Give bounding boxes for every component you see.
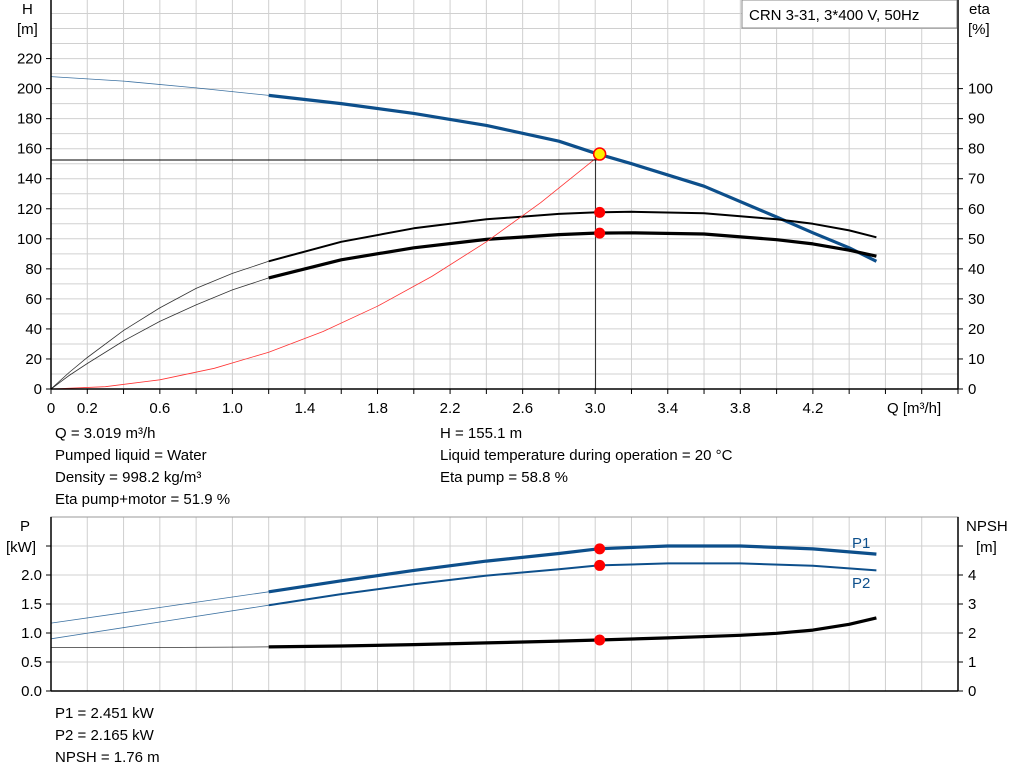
y-tick-label: 1 <box>968 654 976 671</box>
info-head: H = 155.1 m <box>440 425 523 442</box>
title-box: CRN 3-31, 3*400 V, 50Hz <box>741 0 958 29</box>
x-tick-label: 2.6 <box>512 400 533 417</box>
y-tick-label: 40 <box>968 261 985 278</box>
x-tick-label: 1.0 <box>222 400 243 417</box>
y-tick-label: 10 <box>968 351 985 368</box>
y-tick-label: 40 <box>25 321 42 338</box>
info-top-left: Q = 3.019 m³/h Pumped liquid = Water Den… <box>55 423 230 511</box>
series-eta-pump-extrapolated <box>50 260 269 390</box>
p2-series-label: P2 <box>852 575 870 592</box>
x-tick-label: 4.2 <box>802 400 823 417</box>
p-axis-unit: [kW] <box>6 539 36 556</box>
y-tick-label: 20 <box>968 321 985 338</box>
y-tick-label: 80 <box>968 141 985 158</box>
y-tick-label: 60 <box>968 201 985 218</box>
series-npsh-extrapolated <box>51 646 269 648</box>
eta-pump-marker <box>594 206 606 218</box>
y-tick-label: 0 <box>968 683 976 700</box>
series-eta-pump-motor <box>268 231 877 280</box>
y-tick-label: 1.5 <box>21 596 42 613</box>
info-eta-pump: Eta pump = 58.8 % <box>440 469 568 486</box>
y-tick-label: 100 <box>968 81 993 98</box>
x-axis-label: Q [m³/h] <box>887 400 941 417</box>
x-tick-label: 0.6 <box>149 400 170 417</box>
y-tick-label: 0.0 <box>21 683 42 700</box>
series-p1-extrapolated <box>50 591 269 624</box>
y-left-label: H <box>22 1 33 18</box>
y-tick-label: 0 <box>968 381 976 398</box>
info-p1: P1 = 2.451 kW <box>55 705 154 722</box>
y-tick-label: 30 <box>968 291 985 308</box>
info-temperature: Liquid temperature during operation = 20… <box>440 447 733 464</box>
operating-point-marker <box>592 147 607 161</box>
y-tick-label: 2.0 <box>21 567 42 584</box>
y-tick-label: 0.5 <box>21 654 42 671</box>
series-p1 <box>268 544 877 594</box>
npsh-marker <box>594 634 606 646</box>
info-density: Density = 998.2 kg/m³ <box>55 469 202 486</box>
y-tick-label: 4 <box>968 567 976 584</box>
grid-bottom <box>50 516 959 692</box>
info-p2: P2 = 2.165 kW <box>55 727 154 744</box>
x-tick-label: 2.2 <box>440 400 461 417</box>
y-tick-label: 140 <box>17 171 42 188</box>
y-tick-label: 2 <box>968 625 976 642</box>
series-eta-pump <box>268 210 877 263</box>
y-tick-label: 70 <box>968 171 985 188</box>
y-tick-label: 0 <box>34 381 42 398</box>
y-tick-label: 220 <box>17 51 42 68</box>
y-tick-label: 20 <box>25 351 42 368</box>
y-tick-label: 80 <box>25 261 42 278</box>
npsh-axis-unit: [m] <box>976 539 997 556</box>
series-eta-pump-motor-extrapolated <box>50 277 269 390</box>
chart-title: CRN 3-31, 3*400 V, 50Hz <box>749 7 919 24</box>
x-tick-label: 1.4 <box>295 400 316 417</box>
x-tick-label: 1.8 <box>367 400 388 417</box>
y-tick-label: 200 <box>17 81 42 98</box>
y-right-unit: [%] <box>968 21 990 38</box>
grid-top <box>51 0 958 389</box>
npsh-axis-label: NPSH <box>966 518 1008 535</box>
x-tick-label: 3.0 <box>585 400 606 417</box>
y-right-label: eta <box>969 1 991 18</box>
p1-marker <box>594 543 606 555</box>
y-tick-label: 1.0 <box>21 625 42 642</box>
y-tick-label: 180 <box>17 111 42 128</box>
info-liquid: Pumped liquid = Water <box>55 447 207 464</box>
x-tick-label: 0 <box>47 400 55 417</box>
tick-layer: 0 0.2 0.6 1.0 1.4 1.8 2.2 2.6 3.0 3.4 3.8 4.2020406… <box>17 0 993 700</box>
y-tick-label: 60 <box>25 291 42 308</box>
eta-pump-motor-marker <box>594 227 606 239</box>
info-eta-pump-motor: Eta pump+motor = 51.9 % <box>55 491 231 508</box>
series-head-extrapolated <box>50 76 269 96</box>
y-left-unit: [m] <box>17 21 38 38</box>
y-tick-label: 3 <box>968 596 976 613</box>
series-p2-extrapolated <box>50 604 269 640</box>
y-tick-label: 160 <box>17 141 42 158</box>
y-tick-label: 100 <box>17 231 42 248</box>
info-top-right: H = 155.1 m Liquid temperature during op… <box>440 423 732 489</box>
y-tick-label: 50 <box>968 231 985 248</box>
series-head <box>268 93 878 263</box>
x-tick-label: 3.8 <box>730 400 751 417</box>
series-layer <box>50 76 878 649</box>
y-tick-label: 90 <box>968 111 985 128</box>
series-p2 <box>268 562 877 607</box>
p2-marker <box>594 559 606 571</box>
series-npsh <box>268 616 877 649</box>
x-tick-label: 0.2 <box>77 400 98 417</box>
p-axis-label: P <box>20 518 30 535</box>
p1-series-label: P1 <box>852 535 870 552</box>
x-tick-label: 3.4 <box>657 400 678 417</box>
info-flow: Q = 3.019 m³/h <box>55 425 156 442</box>
info-bottom: P1 = 2.451 kW P2 = 2.165 kW NPSH = 1.76 … <box>55 703 160 769</box>
info-npsh: NPSH = 1.76 m <box>55 749 160 766</box>
y-tick-label: 120 <box>17 201 42 218</box>
series-system-curve <box>50 155 599 390</box>
